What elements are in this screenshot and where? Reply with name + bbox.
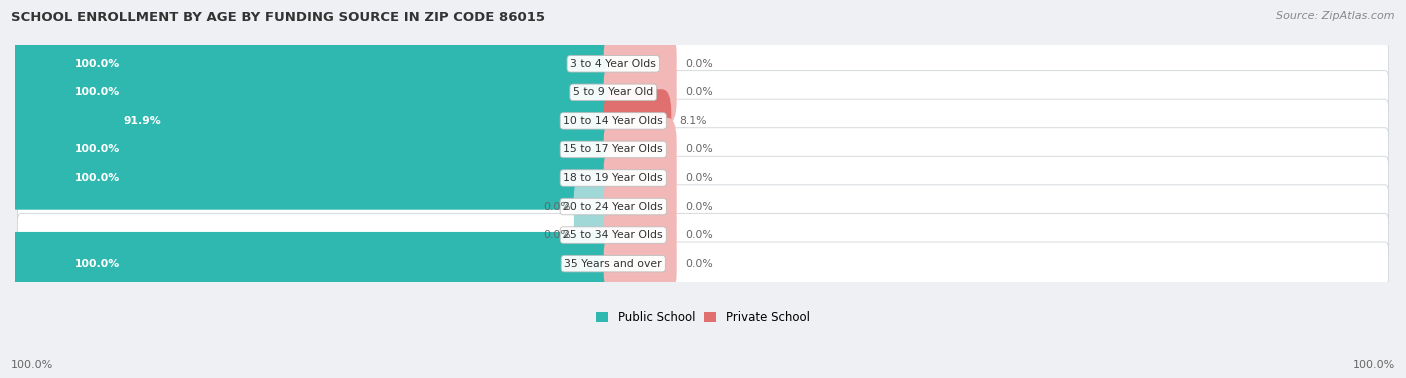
FancyBboxPatch shape <box>603 32 676 96</box>
FancyBboxPatch shape <box>603 89 671 153</box>
FancyBboxPatch shape <box>603 118 676 181</box>
Text: 0.0%: 0.0% <box>685 87 713 98</box>
FancyBboxPatch shape <box>603 175 676 238</box>
Text: 100.0%: 100.0% <box>11 361 53 370</box>
Text: 100.0%: 100.0% <box>75 87 120 98</box>
Text: 10 to 14 Year Olds: 10 to 14 Year Olds <box>564 116 664 126</box>
FancyBboxPatch shape <box>17 99 1389 143</box>
Text: 0.0%: 0.0% <box>685 173 713 183</box>
FancyBboxPatch shape <box>6 60 623 124</box>
FancyBboxPatch shape <box>17 214 1389 257</box>
Text: 100.0%: 100.0% <box>1353 361 1395 370</box>
Text: SCHOOL ENROLLMENT BY AGE BY FUNDING SOURCE IN ZIP CODE 86015: SCHOOL ENROLLMENT BY AGE BY FUNDING SOUR… <box>11 11 546 24</box>
FancyBboxPatch shape <box>603 146 676 210</box>
FancyBboxPatch shape <box>17 185 1389 228</box>
Text: 0.0%: 0.0% <box>685 144 713 155</box>
Text: 0.0%: 0.0% <box>544 230 571 240</box>
Text: 0.0%: 0.0% <box>685 59 713 69</box>
Text: 5 to 9 Year Old: 5 to 9 Year Old <box>574 87 654 98</box>
Text: 15 to 17 Year Olds: 15 to 17 Year Olds <box>564 144 664 155</box>
Text: 0.0%: 0.0% <box>544 201 571 212</box>
FancyBboxPatch shape <box>6 32 623 96</box>
FancyBboxPatch shape <box>17 42 1389 85</box>
Text: 100.0%: 100.0% <box>75 259 120 269</box>
Text: 8.1%: 8.1% <box>679 116 707 126</box>
Text: 35 Years and over: 35 Years and over <box>564 259 662 269</box>
Legend: Public School, Private School: Public School, Private School <box>592 306 814 328</box>
Text: 100.0%: 100.0% <box>75 59 120 69</box>
FancyBboxPatch shape <box>17 71 1389 114</box>
Text: 100.0%: 100.0% <box>75 173 120 183</box>
Text: 20 to 24 Year Olds: 20 to 24 Year Olds <box>564 201 664 212</box>
Text: Source: ZipAtlas.com: Source: ZipAtlas.com <box>1277 11 1395 21</box>
Text: 0.0%: 0.0% <box>685 230 713 240</box>
FancyBboxPatch shape <box>17 128 1389 171</box>
FancyBboxPatch shape <box>17 242 1389 285</box>
FancyBboxPatch shape <box>603 203 676 267</box>
FancyBboxPatch shape <box>6 232 623 295</box>
FancyBboxPatch shape <box>603 232 676 295</box>
FancyBboxPatch shape <box>603 60 676 124</box>
Text: 25 to 34 Year Olds: 25 to 34 Year Olds <box>564 230 664 240</box>
Text: 0.0%: 0.0% <box>685 201 713 212</box>
Text: 0.0%: 0.0% <box>685 259 713 269</box>
FancyBboxPatch shape <box>574 203 623 267</box>
FancyBboxPatch shape <box>574 175 623 238</box>
FancyBboxPatch shape <box>53 89 623 153</box>
Text: 100.0%: 100.0% <box>75 144 120 155</box>
Text: 3 to 4 Year Olds: 3 to 4 Year Olds <box>571 59 657 69</box>
FancyBboxPatch shape <box>6 146 623 210</box>
Text: 18 to 19 Year Olds: 18 to 19 Year Olds <box>564 173 664 183</box>
Text: 91.9%: 91.9% <box>124 116 162 126</box>
FancyBboxPatch shape <box>6 118 623 181</box>
FancyBboxPatch shape <box>17 156 1389 200</box>
